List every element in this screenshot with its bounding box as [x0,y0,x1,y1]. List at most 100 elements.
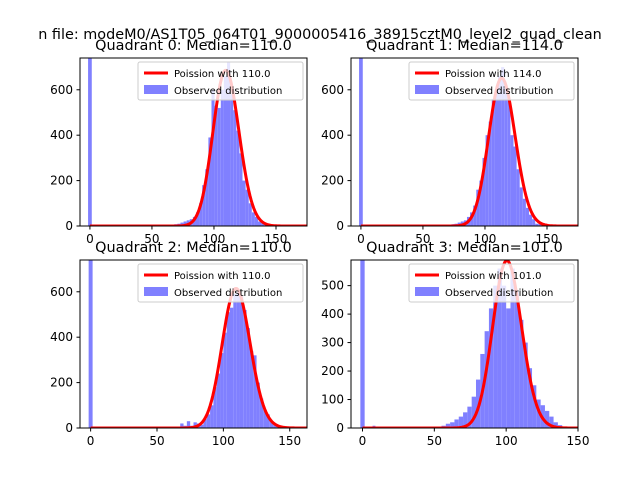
poisson-fit-line [89,68,307,226]
y-tick-label: 0 [336,219,344,233]
histogram-bar [256,382,260,428]
axes-frame [350,259,579,429]
histogram-bar [476,189,480,226]
histogram-bar [501,285,507,428]
histogram-bar [519,187,523,226]
panel-quadrant-3: 0 50 100 150 0 100 200 300 400 500 Quadrant 3: Med… [321,240,589,448]
histogram-bar [206,414,211,428]
histogram-bar [246,328,250,428]
histogram-bar [214,105,218,226]
legend-entry-observed: Observed distribution [174,288,282,299]
histogram-bar [479,180,483,226]
poisson-fit-line [360,76,578,226]
histogram-bar [220,353,224,428]
histogram-bar [211,89,215,226]
plot-area [360,260,578,428]
histogram-bar [233,294,237,428]
histogram-bar [183,221,187,226]
histogram-bar [471,396,476,428]
histogram-bar [488,121,492,226]
y-tick-label: 200 [321,364,344,378]
x-tick-label: 100 [474,232,497,246]
histogram-bar [216,373,221,428]
histogram-bar [242,180,246,226]
histogram-bar [253,355,257,428]
histogram-bar [450,422,455,428]
histogram-bar [210,405,214,428]
histogram-bar [245,189,249,226]
x-tick-label: 50 [415,232,430,246]
histogram-bar [458,416,464,428]
y-tick-label: 400 [50,330,73,344]
histogram-bar [360,260,365,428]
plot-area [88,58,307,226]
y-tick-label: 0 [65,219,73,233]
histogram-bar [519,319,524,428]
histogram-bar [467,406,472,428]
x-tick-label: 0 [359,434,367,448]
histogram-bar [549,416,554,428]
histogram-bar [359,58,363,226]
panel-quadrant-0: 0 50 100 150 0 200 400 600 Quadrant 0: Median=11… [50,38,308,246]
histogram-bar [217,107,221,226]
histogram-bar [266,414,270,428]
panel-title: Quadrant 2: Median=110.0 [95,240,292,256]
y-tick-label: 500 [321,279,344,293]
y-tick-label: 400 [50,128,73,142]
legend-box [408,61,575,101]
legend-entry-fit: Poission with 101.0 [445,271,541,282]
histogram-bar [200,424,204,428]
panel-quadrant-2: 0 50 100 150 0 200 400 600 Quadrant 2: Median=11… [50,240,308,448]
y-tick-label: 400 [321,307,344,321]
histogram-bar [248,203,252,226]
poisson-fit-line [362,260,578,428]
histogram-bar [208,137,212,226]
y-tick-label: 200 [50,376,73,390]
y-tick-label: 200 [50,174,73,188]
histogram-bar [507,98,511,226]
histogram-bar [488,308,494,428]
x-tick-label: 0 [87,434,95,448]
x-tick-label: 100 [495,434,518,448]
histogram-bar [482,157,486,226]
histogram-bar [223,76,227,226]
histogram-bar [233,110,237,226]
legend-entry-fit: Poission with 110.0 [174,69,270,80]
histogram-bar [220,89,224,226]
legend-entry-observed: Observed distribution [174,86,282,97]
panel-title: Quadrant 0: Median=110.0 [95,38,292,54]
histogram-bar [269,421,274,428]
histogram-bar [497,76,502,226]
histogram-bar [527,368,533,428]
y-tick-label: 600 [50,83,73,97]
legend-box [137,263,304,303]
panel-title: Quadrant 1: Median=114.0 [366,38,563,54]
legend-bar-swatch [144,85,168,94]
histogram-bar [532,385,537,428]
histogram-bar [510,268,515,428]
histogram-bar [193,422,197,428]
x-tick-label: 50 [427,434,442,448]
histogram-bar [485,135,489,226]
histogram-bar [249,350,254,428]
x-tick-label: 150 [265,232,288,246]
legend-entry-fit: Poission with 110.0 [174,271,270,282]
histogram-bar [243,309,247,428]
histogram-bar [538,224,542,226]
histogram-bar [251,212,255,226]
histogram-bar [484,331,489,428]
histogram-bar [523,342,528,428]
legend-bar-swatch [415,85,439,94]
x-tick-label: 0 [357,232,365,246]
y-tick-label: 200 [321,174,344,188]
histogram-bar [202,185,206,226]
histogram-bar [236,130,240,226]
histogram-bar [239,153,243,226]
x-tick-label: 50 [149,434,164,448]
legend-box [408,263,575,303]
histogram-bar [205,169,209,226]
histogram-bar [514,291,520,428]
y-tick-label: 300 [321,336,344,350]
histogram-bar [199,203,203,226]
histogram-bar [522,198,526,226]
